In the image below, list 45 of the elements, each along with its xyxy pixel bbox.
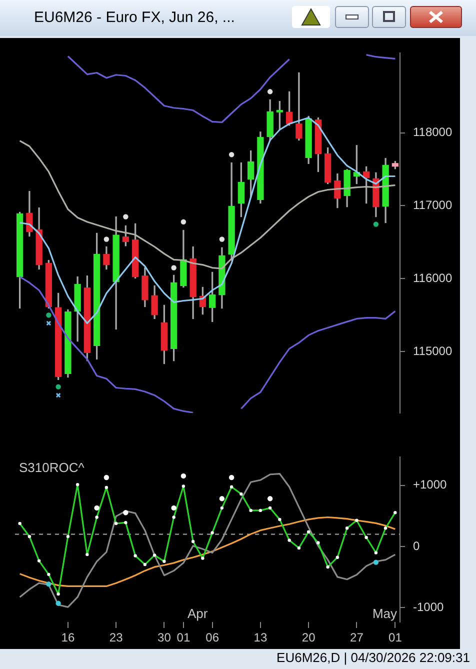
point bbox=[219, 496, 225, 502]
x-tick-label: 01 bbox=[176, 630, 190, 645]
x-tick-label: 27 bbox=[350, 630, 364, 645]
x-tick-label: 30 bbox=[158, 630, 172, 645]
annotation: Apr bbox=[187, 606, 208, 621]
point bbox=[104, 474, 110, 480]
x-tick-label: 06 bbox=[206, 630, 220, 645]
y-tick-label: 117000 bbox=[413, 198, 452, 212]
point bbox=[267, 89, 273, 94]
point bbox=[219, 236, 225, 242]
point bbox=[104, 236, 110, 242]
annotation: May bbox=[372, 606, 398, 621]
point bbox=[228, 474, 234, 480]
point bbox=[123, 510, 128, 516]
y-tick-label: -1000 bbox=[413, 600, 444, 614]
point bbox=[56, 384, 61, 390]
x-tick-label: 16 bbox=[61, 630, 75, 645]
point bbox=[56, 392, 61, 398]
y-tick-label: 0 bbox=[413, 538, 420, 553]
chart-title: EU6M26 - Euro FX, Jun 26, ... bbox=[34, 9, 235, 26]
x-tick-label: 23 bbox=[109, 630, 124, 645]
point bbox=[171, 505, 176, 511]
x-tick-label: 01 bbox=[388, 630, 402, 645]
point bbox=[180, 219, 186, 224]
point bbox=[373, 222, 379, 227]
x-tick-label: 20 bbox=[302, 630, 316, 645]
point bbox=[46, 581, 52, 587]
y-tick-label: 118000 bbox=[413, 125, 452, 140]
point bbox=[94, 505, 100, 511]
point bbox=[267, 496, 273, 502]
point bbox=[46, 320, 52, 326]
point bbox=[228, 152, 234, 158]
point bbox=[180, 473, 186, 479]
point bbox=[56, 600, 61, 606]
y-tick-label: +1000 bbox=[413, 478, 448, 492]
candlestick bbox=[296, 72, 302, 141]
point bbox=[373, 560, 379, 565]
text: EU6M26,D | 04/30/2026 22:09:31 bbox=[276, 650, 470, 665]
point bbox=[123, 214, 128, 220]
x-tick-label: 13 bbox=[254, 630, 268, 645]
y-tick-label: 116000 bbox=[413, 271, 452, 286]
point bbox=[171, 265, 176, 270]
y-tick-label: 115000 bbox=[413, 344, 452, 358]
chart-title: S310ROC^ bbox=[19, 460, 86, 476]
point bbox=[46, 312, 52, 318]
